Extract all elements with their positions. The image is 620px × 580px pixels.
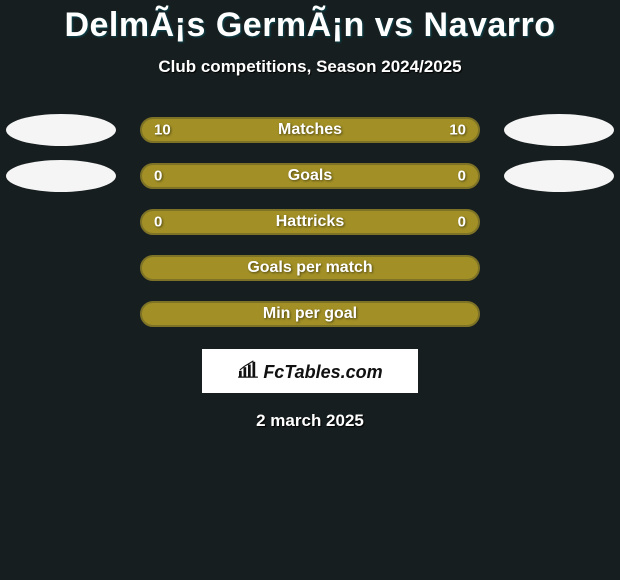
stat-value-left: 0 — [154, 168, 162, 185]
stat-row: 0 Hattricks 0 — [0, 199, 620, 245]
stat-bar: 0 Hattricks 0 — [140, 209, 480, 235]
stat-label: Hattricks — [276, 213, 344, 231]
stat-bar: 10 Matches 10 — [140, 117, 480, 143]
stat-value-left: 0 — [154, 214, 162, 231]
page-title: DelmÃ¡s GermÃ¡n vs Navarro — [0, 6, 620, 45]
player-photo-left — [6, 114, 116, 146]
stat-value-right: 0 — [458, 214, 466, 231]
date-label: 2 march 2025 — [0, 411, 620, 431]
stat-value-right: 0 — [458, 168, 466, 185]
brand-logo-box: FcTables.com — [202, 349, 418, 393]
brand-logo: FcTables.com — [237, 360, 382, 383]
player-photo-left — [6, 160, 116, 192]
stat-rows: 10 Matches 10 0 Goals 0 0 Hattricks 0 Go… — [0, 107, 620, 337]
stat-label: Min per goal — [263, 305, 357, 323]
stat-row: Goals per match — [0, 245, 620, 291]
stat-bar: Min per goal — [140, 301, 480, 327]
subtitle: Club competitions, Season 2024/2025 — [0, 57, 620, 77]
stat-bar: 0 Goals 0 — [140, 163, 480, 189]
stat-bar: Goals per match — [140, 255, 480, 281]
stat-row: 10 Matches 10 — [0, 107, 620, 153]
player-photo-right — [504, 114, 614, 146]
comparison-card: DelmÃ¡s GermÃ¡n vs Navarro Club competit… — [0, 0, 620, 431]
stat-label: Goals per match — [247, 259, 372, 277]
stat-row: Min per goal — [0, 291, 620, 337]
chart-bars-icon — [237, 360, 259, 378]
brand-logo-text: FcTables.com — [263, 362, 382, 383]
stat-row: 0 Goals 0 — [0, 153, 620, 199]
stat-label: Goals — [288, 167, 332, 185]
player-photo-right — [504, 160, 614, 192]
stat-value-right: 10 — [449, 122, 466, 139]
stat-value-left: 10 — [154, 122, 171, 139]
stat-label: Matches — [278, 121, 342, 139]
